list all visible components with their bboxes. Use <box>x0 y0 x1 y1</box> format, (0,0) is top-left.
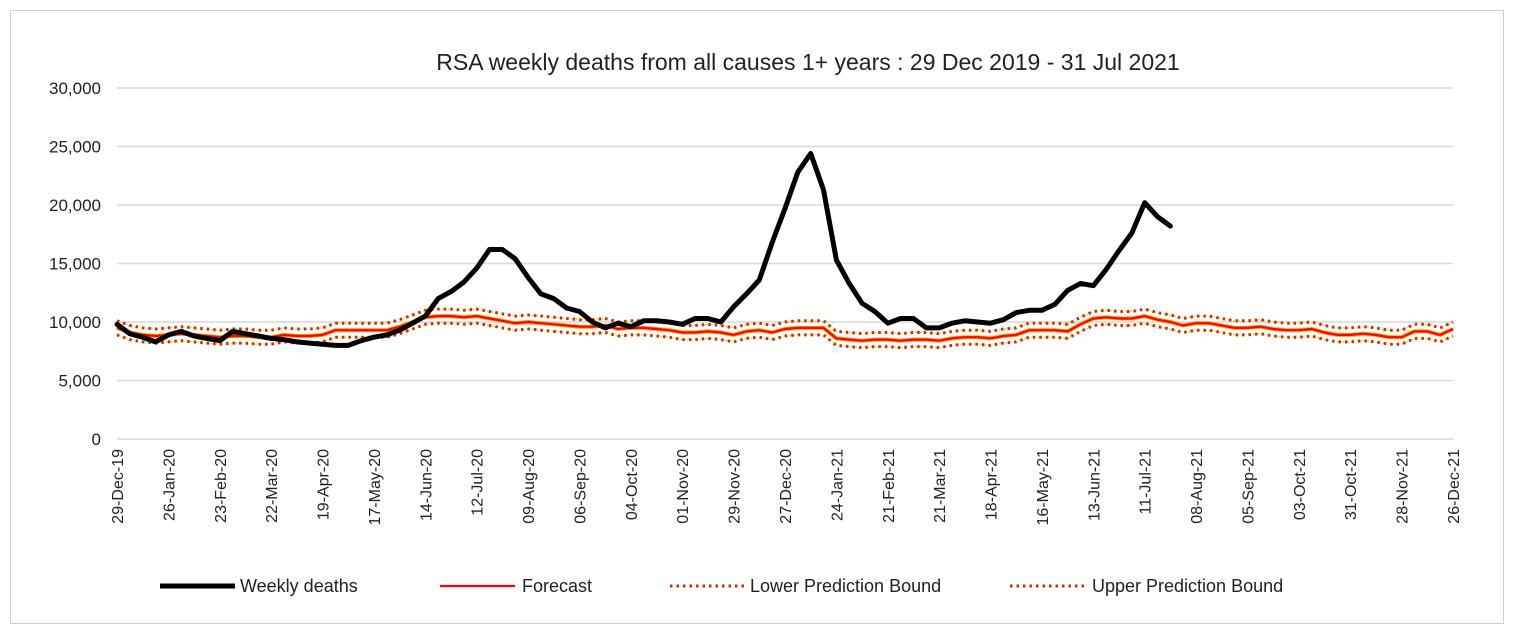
x-tick-label: 17-May-20 <box>367 449 384 526</box>
x-tick-label: 11-Jul-21 <box>1138 449 1155 515</box>
x-tick-label: 21-Mar-21 <box>932 449 949 523</box>
upper-prediction-bound-line <box>116 307 1454 336</box>
x-tick-label: 12-Jul-20 <box>470 449 487 516</box>
y-tick-label: 15,000 <box>49 255 101 274</box>
x-tick-label: 23-Feb-20 <box>213 449 230 523</box>
x-tick-label: 22-Mar-20 <box>264 449 281 523</box>
chart-frame <box>10 10 1504 624</box>
y-tick-label: 30,000 <box>49 79 101 98</box>
x-tick-label: 29-Dec-19 <box>110 449 127 524</box>
x-tick-label: 08-Aug-21 <box>1189 449 1206 524</box>
x-tick-label: 24-Jan-21 <box>829 449 846 521</box>
x-tick-label: 18-Apr-21 <box>984 449 1001 520</box>
y-tick-label: 0 <box>92 430 101 449</box>
x-tick-label: 28-Nov-21 <box>1395 449 1412 524</box>
y-tick-label: 25,000 <box>49 138 101 157</box>
y-tick-label: 20,000 <box>49 196 101 215</box>
legend-label: Weekly deaths <box>240 576 358 596</box>
y-tick-label: 10,000 <box>49 313 101 332</box>
x-tick-label: 01-Nov-20 <box>675 449 692 524</box>
lower-prediction-bound-line <box>116 321 1454 350</box>
forecast-line <box>116 314 1454 342</box>
y-tick-label: 5,000 <box>58 372 101 391</box>
x-tick-label: 21-Feb-21 <box>881 449 898 523</box>
x-tick-label: 09-Aug-20 <box>521 449 538 524</box>
x-tick-label: 29-Nov-20 <box>727 449 744 524</box>
x-tick-label: 05-Sep-21 <box>1240 449 1257 524</box>
x-tick-label: 16-May-21 <box>1035 449 1052 526</box>
x-tick-label: 26-Dec-21 <box>1446 449 1463 524</box>
legend-label: Forecast <box>522 576 592 596</box>
x-tick-label: 27-Dec-20 <box>778 449 795 524</box>
x-tick-label: 04-Oct-20 <box>624 449 641 520</box>
x-tick-label: 19-Apr-20 <box>316 449 333 520</box>
x-tick-label: 31-Oct-21 <box>1343 449 1360 520</box>
x-tick-label: 06-Sep-20 <box>572 449 589 524</box>
x-tick-label: 13-Jun-21 <box>1086 449 1103 521</box>
legend-label: Lower Prediction Bound <box>750 576 941 596</box>
legend-label: Upper Prediction Bound <box>1092 576 1283 596</box>
weekly-deaths-line <box>114 151 1173 348</box>
x-tick-label: 14-Jun-20 <box>418 449 435 521</box>
x-tick-label: 26-Jan-20 <box>161 449 178 521</box>
chart-title: RSA weekly deaths from all causes 1+ yea… <box>436 49 1179 75</box>
x-tick-label: 03-Oct-21 <box>1292 449 1309 520</box>
